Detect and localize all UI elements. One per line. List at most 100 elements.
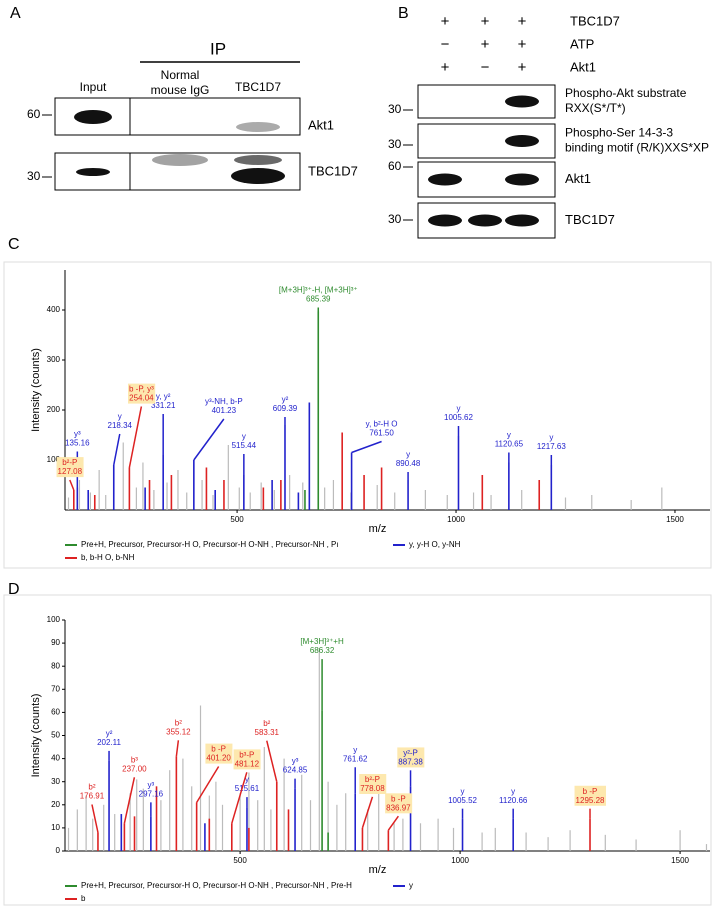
- label-highlight: [205, 743, 233, 764]
- mw-marker: 30: [388, 212, 402, 226]
- ion-label: b²-P: [62, 458, 77, 467]
- label-highlight: [359, 774, 387, 795]
- x-axis-label: m/z: [369, 864, 387, 876]
- ion-label: y³: [74, 430, 81, 439]
- y-tick-label: 20: [51, 800, 60, 809]
- ion-label: b³: [131, 755, 138, 764]
- label-highlight: [574, 785, 607, 806]
- ion-label: y³-NH, b-P: [205, 397, 243, 406]
- mz-label: 331.21: [151, 401, 176, 410]
- leader-line: [231, 772, 248, 824]
- condition-sign: −: [481, 59, 490, 76]
- ion-label: b²: [88, 783, 95, 792]
- mz-label: 778.08: [360, 784, 385, 793]
- x-tick-label: 1000: [447, 515, 465, 524]
- x-tick-label: 1500: [671, 856, 689, 865]
- band: [505, 135, 539, 147]
- legend-label: b, b-H O, b-NH: [81, 553, 135, 562]
- ion-label: b -P: [211, 745, 226, 754]
- y-tick-label: 80: [51, 661, 60, 670]
- leader-line: [361, 796, 374, 829]
- ion-label: y: [511, 787, 515, 796]
- row-label: TBC1D7: [308, 163, 358, 178]
- ion-label: y, b²-H O: [366, 420, 398, 429]
- ip-label: IP: [210, 39, 226, 58]
- ion-label: y²: [282, 395, 289, 404]
- band: [76, 168, 110, 176]
- band: [236, 122, 280, 132]
- column-label: Normal: [161, 68, 200, 82]
- band: [428, 214, 462, 227]
- mz-label: 515.44: [232, 441, 257, 450]
- legend-label: y, y-H O, y-NH: [409, 540, 461, 549]
- mz-label: 624.85: [283, 766, 308, 775]
- legend-label: Pre+H, Precursor, Precursor-H O, Precurs…: [81, 540, 339, 549]
- leader-line: [128, 406, 143, 468]
- ion-label: y: [406, 450, 410, 459]
- band: [505, 173, 539, 186]
- y-tick-label: 90: [51, 638, 60, 647]
- band: [152, 154, 208, 166]
- row-label: Phospho-Akt substrate: [565, 86, 687, 100]
- ion-label: b²-P: [365, 775, 380, 784]
- condition-sign: +: [481, 13, 490, 30]
- ion-label: b³-P: [239, 750, 254, 759]
- condition-label: Akt1: [570, 59, 596, 74]
- mz-label: 583.31: [255, 728, 280, 737]
- label-highlight: [56, 457, 84, 478]
- ion-label: y: [461, 787, 465, 796]
- band: [231, 168, 285, 184]
- mw-marker: 30: [388, 137, 402, 151]
- mz-label: 686.32: [310, 646, 335, 655]
- x-tick-label: 1500: [666, 515, 684, 524]
- mz-label: 890.48: [396, 459, 421, 468]
- ion-label: y³: [292, 757, 299, 766]
- leader-line: [193, 418, 225, 461]
- label-highlight: [397, 747, 425, 768]
- panel-b: + + + TBC1D7 − + + ATP + − + Akt1 30 Phospho-Akt subs…: [388, 13, 709, 239]
- mz-label: 1005.52: [448, 796, 477, 805]
- condition-sign: +: [441, 13, 450, 30]
- y-tick-label: 300: [47, 355, 61, 364]
- y-tick-label: 50: [51, 731, 60, 740]
- column-label: Input: [80, 80, 107, 94]
- panel-frame: [3, 594, 712, 906]
- mz-label: 127.08: [58, 467, 83, 476]
- ion-label: b -P: [391, 794, 406, 803]
- y-axis-label: Intensity (counts): [30, 348, 42, 432]
- label-highlight: [128, 383, 156, 404]
- mz-label: 1120.65: [495, 440, 524, 449]
- ion-label: y: [549, 433, 553, 442]
- column-label: mouse IgG: [151, 83, 210, 97]
- band: [234, 155, 282, 165]
- ion-label: y: [507, 431, 511, 440]
- leader-line: [91, 804, 99, 833]
- column-label: TBC1D7: [235, 80, 281, 94]
- mz-label: 218.34: [108, 421, 133, 430]
- y-tick-label: 400: [47, 305, 61, 314]
- peak-label: [M+3H]³⁺-H, [M+3H]³⁺685.39: [279, 286, 358, 304]
- condition-sign: +: [481, 36, 490, 53]
- leader-line: [69, 479, 75, 491]
- mz-label: 836.97: [386, 803, 411, 812]
- ion-label: [M+3H]³⁺-H, [M+3H]³⁺: [279, 286, 358, 295]
- leader-line: [266, 740, 278, 782]
- mz-label: 761.50: [369, 429, 394, 438]
- y-axis-label: Intensity (counts): [30, 694, 42, 778]
